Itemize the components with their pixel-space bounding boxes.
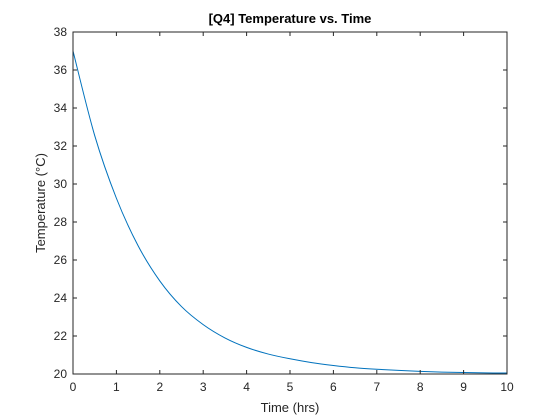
- temperature-series-line: [72, 50, 508, 374]
- x-axis-ticks: 0 1 2 3 4 5 6 7 8 9 10: [70, 32, 514, 394]
- y-tick-label: 24: [54, 291, 68, 305]
- y-axis-ticks: 20 22 24 26 28 30 32 34 36 38: [54, 25, 507, 381]
- y-tick-label: 38: [54, 25, 68, 39]
- x-tick-label: 0: [70, 380, 77, 394]
- y-tick-label: 28: [54, 215, 68, 229]
- y-axis-label: Temperature (°C): [33, 153, 48, 253]
- plot-area: [73, 32, 507, 374]
- y-tick-label: 36: [54, 63, 68, 77]
- x-tick-label: 8: [417, 380, 424, 394]
- x-tick-label: 4: [243, 380, 250, 394]
- x-tick-label: 5: [287, 380, 294, 394]
- y-tick-label: 32: [54, 139, 68, 153]
- x-tick-label: 7: [373, 380, 380, 394]
- y-tick-label: 26: [54, 253, 68, 267]
- x-tick-label: 2: [156, 380, 163, 394]
- y-tick-label: 34: [54, 101, 68, 115]
- x-tick-label: 3: [200, 380, 207, 394]
- x-tick-label: 1: [113, 380, 120, 394]
- y-tick-label: 22: [54, 329, 68, 343]
- x-axis-label: Time (hrs): [261, 400, 320, 415]
- y-tick-label: 20: [54, 367, 68, 381]
- x-tick-label: 9: [460, 380, 467, 394]
- y-tick-label: 30: [54, 177, 68, 191]
- x-tick-label: 6: [330, 380, 337, 394]
- series-layer: [72, 50, 508, 374]
- x-tick-label: 10: [500, 380, 514, 394]
- chart-title: [Q4] Temperature vs. Time: [209, 11, 372, 26]
